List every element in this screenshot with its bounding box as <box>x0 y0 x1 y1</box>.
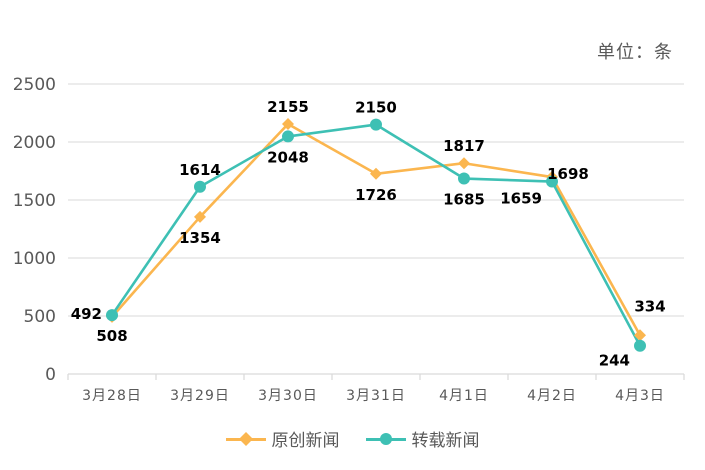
series-layer <box>106 118 646 352</box>
data-point-reprint <box>194 180 206 193</box>
data-point-reprint <box>634 339 646 352</box>
legend-swatch-diamond-icon <box>225 430 266 448</box>
x-tick-label: 3月30日 <box>258 388 318 404</box>
x-tick-label: 3月29日 <box>170 388 230 404</box>
y-tick-label: 1500 <box>13 191 56 211</box>
data-label: 492 <box>71 305 102 323</box>
data-point-original <box>282 118 294 131</box>
y-tick-label: 500 <box>24 307 56 327</box>
x-tick-label: 3月31日 <box>346 388 406 404</box>
x-tick-label: 4月3日 <box>615 388 665 404</box>
legend-label-original: 原创新闻 <box>271 431 340 451</box>
data-label: 244 <box>599 352 630 370</box>
data-label: 508 <box>96 327 127 345</box>
line-chart: 0 500 1000 1500 2000 2500 3月28日 3月29日 3月30日 3月31日… <box>13 75 685 404</box>
data-label: 1614 <box>179 161 221 179</box>
data-label: 1685 <box>443 191 485 209</box>
data-label: 1817 <box>443 137 485 155</box>
legend: 原创新闻 转载新闻 <box>0 426 705 451</box>
data-label-layer: 492 1354 2155 1726 1817 1698 334 508 1614 2048 215… <box>71 98 666 370</box>
y-tick-label: 0 <box>45 365 56 385</box>
legend-swatch-circle-icon <box>365 430 406 448</box>
legend-item-reprint[interactable]: 转载新闻 <box>365 426 480 451</box>
axis-layer: 0 500 1000 1500 2000 2500 3月28日 3月29日 3月30日 3月31日… <box>13 75 685 404</box>
data-label: 1698 <box>547 165 589 183</box>
data-point-original <box>370 167 382 180</box>
data-label: 2155 <box>267 98 309 116</box>
data-point-original <box>634 329 646 342</box>
data-point-reprint <box>106 309 118 322</box>
unit-label: 单位：条 <box>597 42 673 63</box>
x-tick-label: 4月2日 <box>527 388 577 404</box>
grid-layer <box>68 83 684 317</box>
data-label: 1659 <box>500 190 542 208</box>
data-point-reprint <box>282 130 294 143</box>
y-tick-label: 1000 <box>13 249 56 269</box>
data-label: 1354 <box>179 229 221 247</box>
x-tick-label: 3月28日 <box>82 388 142 404</box>
data-point-reprint <box>370 118 382 131</box>
data-point-reprint <box>546 175 558 188</box>
data-label: 1726 <box>355 186 397 204</box>
data-label: 2150 <box>355 99 397 117</box>
data-label: 2048 <box>267 148 309 166</box>
y-tick-label: 2000 <box>13 133 56 153</box>
x-tick-label: 4月1日 <box>439 388 489 404</box>
y-tick-label: 2500 <box>13 75 56 95</box>
legend-label-reprint: 转载新闻 <box>411 431 480 451</box>
data-point-reprint <box>458 172 470 185</box>
legend-item-original[interactable]: 原创新闻 <box>225 426 340 451</box>
data-label: 334 <box>634 297 665 315</box>
data-point-original <box>458 157 470 170</box>
data-point-original <box>194 210 206 223</box>
